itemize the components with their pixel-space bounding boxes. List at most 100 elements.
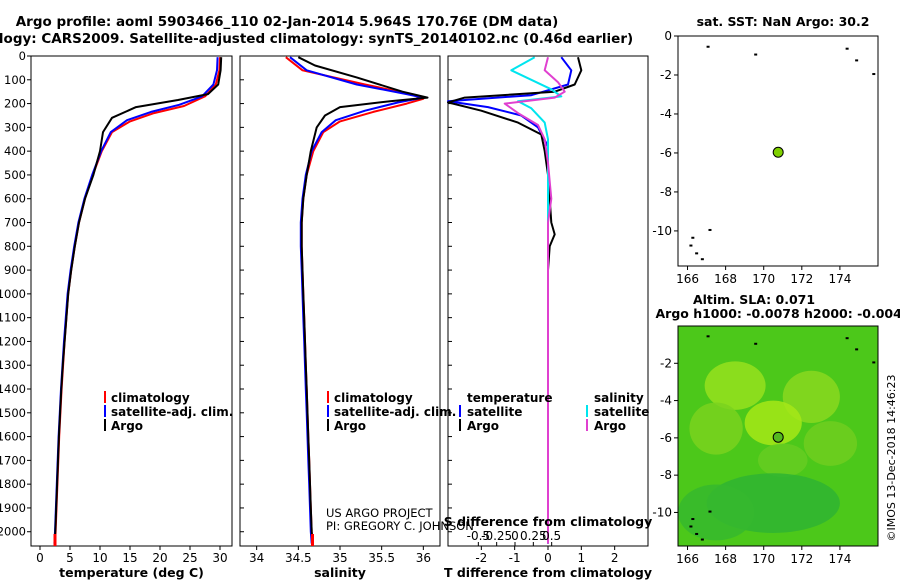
island [845, 47, 849, 50]
x-tick-label: 172 [790, 272, 813, 286]
x2-tick-label: 0.25 [520, 529, 547, 543]
imos-watermark: ©IMOS 13-Dec-2018 14:46:23 [885, 375, 898, 542]
x-tick-label: 25 [182, 551, 197, 565]
x-tick-label: 170 [752, 552, 775, 566]
sst-map-title: sat. SST: NaN Argo: 30.2 [697, 14, 870, 29]
island [855, 59, 859, 62]
series-climatology [285, 56, 425, 544]
sla-anomaly-patch [704, 361, 766, 410]
island [872, 73, 876, 76]
x2-axis-label: S difference from climatology [444, 514, 653, 529]
x-tick-label: 1 [578, 551, 586, 565]
y-tick-label: 1800 [0, 477, 26, 491]
map-frame [677, 35, 879, 267]
y-tick-label: 900 [4, 263, 26, 277]
legend-swatch-satellite [104, 405, 106, 417]
y-tick-label: 800 [4, 239, 26, 253]
x-axis-label: salinity [314, 565, 366, 580]
legend-label-argo: Argo [334, 419, 366, 433]
plot-frame [239, 55, 441, 547]
island [691, 518, 695, 521]
sla-anomaly-patch [758, 443, 808, 478]
legend-label-argo: Argo [111, 419, 143, 433]
island [695, 252, 699, 255]
island [872, 361, 876, 364]
y-tick-label: -8 [660, 185, 672, 199]
y-tick-label: 1000 [0, 287, 26, 301]
temperature-panel: 0 5 10 15 20 25 300100200300400500600700800900… [0, 49, 233, 580]
y-tick-label: 0 [19, 49, 26, 63]
x-tick-label: 168 [714, 272, 737, 286]
island [695, 532, 699, 535]
y-tick-label: 100 [4, 73, 26, 87]
y-tick-label: -10 [652, 224, 672, 238]
island [706, 45, 710, 48]
y-tick-label: 1700 [0, 453, 26, 467]
legend-swatch-argo [104, 419, 106, 431]
sla-anomaly-patch [678, 484, 755, 541]
float-marker [772, 431, 784, 443]
legend-label-t-argo: Argo [467, 419, 499, 433]
island [706, 335, 710, 338]
x-tick-label: 30 [212, 551, 227, 565]
y-tick-label: -2 [660, 356, 672, 370]
y-tick-label: 700 [4, 216, 26, 230]
x-tick-label: 174 [828, 272, 851, 286]
y-tick-label: -4 [660, 394, 672, 408]
series-temperature-satellite [447, 56, 573, 544]
deep-marker [311, 534, 314, 546]
y-tick-label: 200 [4, 97, 26, 111]
y-tick-label: 1600 [0, 430, 26, 444]
series-salinity-satellite [510, 56, 563, 544]
legend-swatch-climatology [327, 391, 329, 403]
salinity-panel: 34 34.5 35 35.5 36 salinity [239, 55, 441, 580]
legend-heading-temperature: temperature [467, 391, 552, 405]
y-tick-label: -8 [660, 468, 672, 482]
legend-label-t-satellite: satellite [467, 405, 522, 419]
x-tick-label: 35 [332, 551, 347, 565]
series-climatology [54, 57, 221, 544]
legend-swatch-s-argo [586, 419, 588, 431]
y-tick-label: -4 [660, 107, 672, 121]
sla-anomaly-patch [803, 421, 858, 466]
x-tick-label: 170 [752, 272, 775, 286]
x2-tick-label: -0.25 [481, 529, 512, 543]
sla-map-title-2: Argo h1000: -0.0078 h2000: -0.0043 [655, 306, 900, 321]
x-axis-label: temperature (deg C) [59, 565, 204, 580]
sla-map-title-1: Altim. SLA: 0.071 [693, 292, 815, 307]
island [754, 53, 758, 56]
island [691, 236, 695, 239]
float-marker [772, 146, 784, 158]
difference-legend: temperature satellite Argo salinity sate… [459, 391, 649, 433]
sla-anomaly-patch [744, 400, 802, 446]
y-tick-label: 1500 [0, 406, 26, 420]
title-line-2: Climatology: CARS2009. Satellite-adjuste… [0, 31, 633, 47]
x-tick-label: 5 [66, 551, 74, 565]
y-tick-label: 1200 [0, 334, 26, 348]
legend-label-climatology: climatology [111, 391, 190, 405]
y-tick-label: 400 [4, 144, 26, 158]
y-tick-label: 1100 [0, 311, 26, 325]
x2-tick-label: 0.5 [542, 529, 561, 543]
legend-swatch-s-satellite [586, 405, 588, 417]
x-tick-label: 166 [676, 552, 699, 566]
y-tick-label: -2 [660, 68, 672, 82]
credit-pi: PI: GREGORY C. JOHNSON [326, 519, 474, 533]
temperature-legend: climatology satellite-adj. clim. Argo [104, 391, 233, 433]
x-tick-label: 166 [676, 272, 699, 286]
legend-swatch-t-argo [459, 419, 461, 431]
x-tick-label: 20 [152, 551, 167, 565]
x-tick-label: -2 [475, 551, 487, 565]
x2-tick-label: 0 [511, 529, 519, 543]
island [845, 337, 849, 340]
island [689, 244, 693, 247]
legend-label-satellite: satellite-adj. clim. [111, 405, 233, 419]
y-tick-label: 0 [664, 29, 672, 43]
sla-anomaly-patch [689, 402, 743, 455]
island [855, 348, 859, 351]
y-tick-label: 2000 [0, 525, 26, 539]
legend-swatch-t-satellite [459, 405, 461, 417]
y-tick-label: 1400 [0, 382, 26, 396]
x-tick-label: 34.5 [285, 551, 312, 565]
y-tick-label: 300 [4, 120, 26, 134]
